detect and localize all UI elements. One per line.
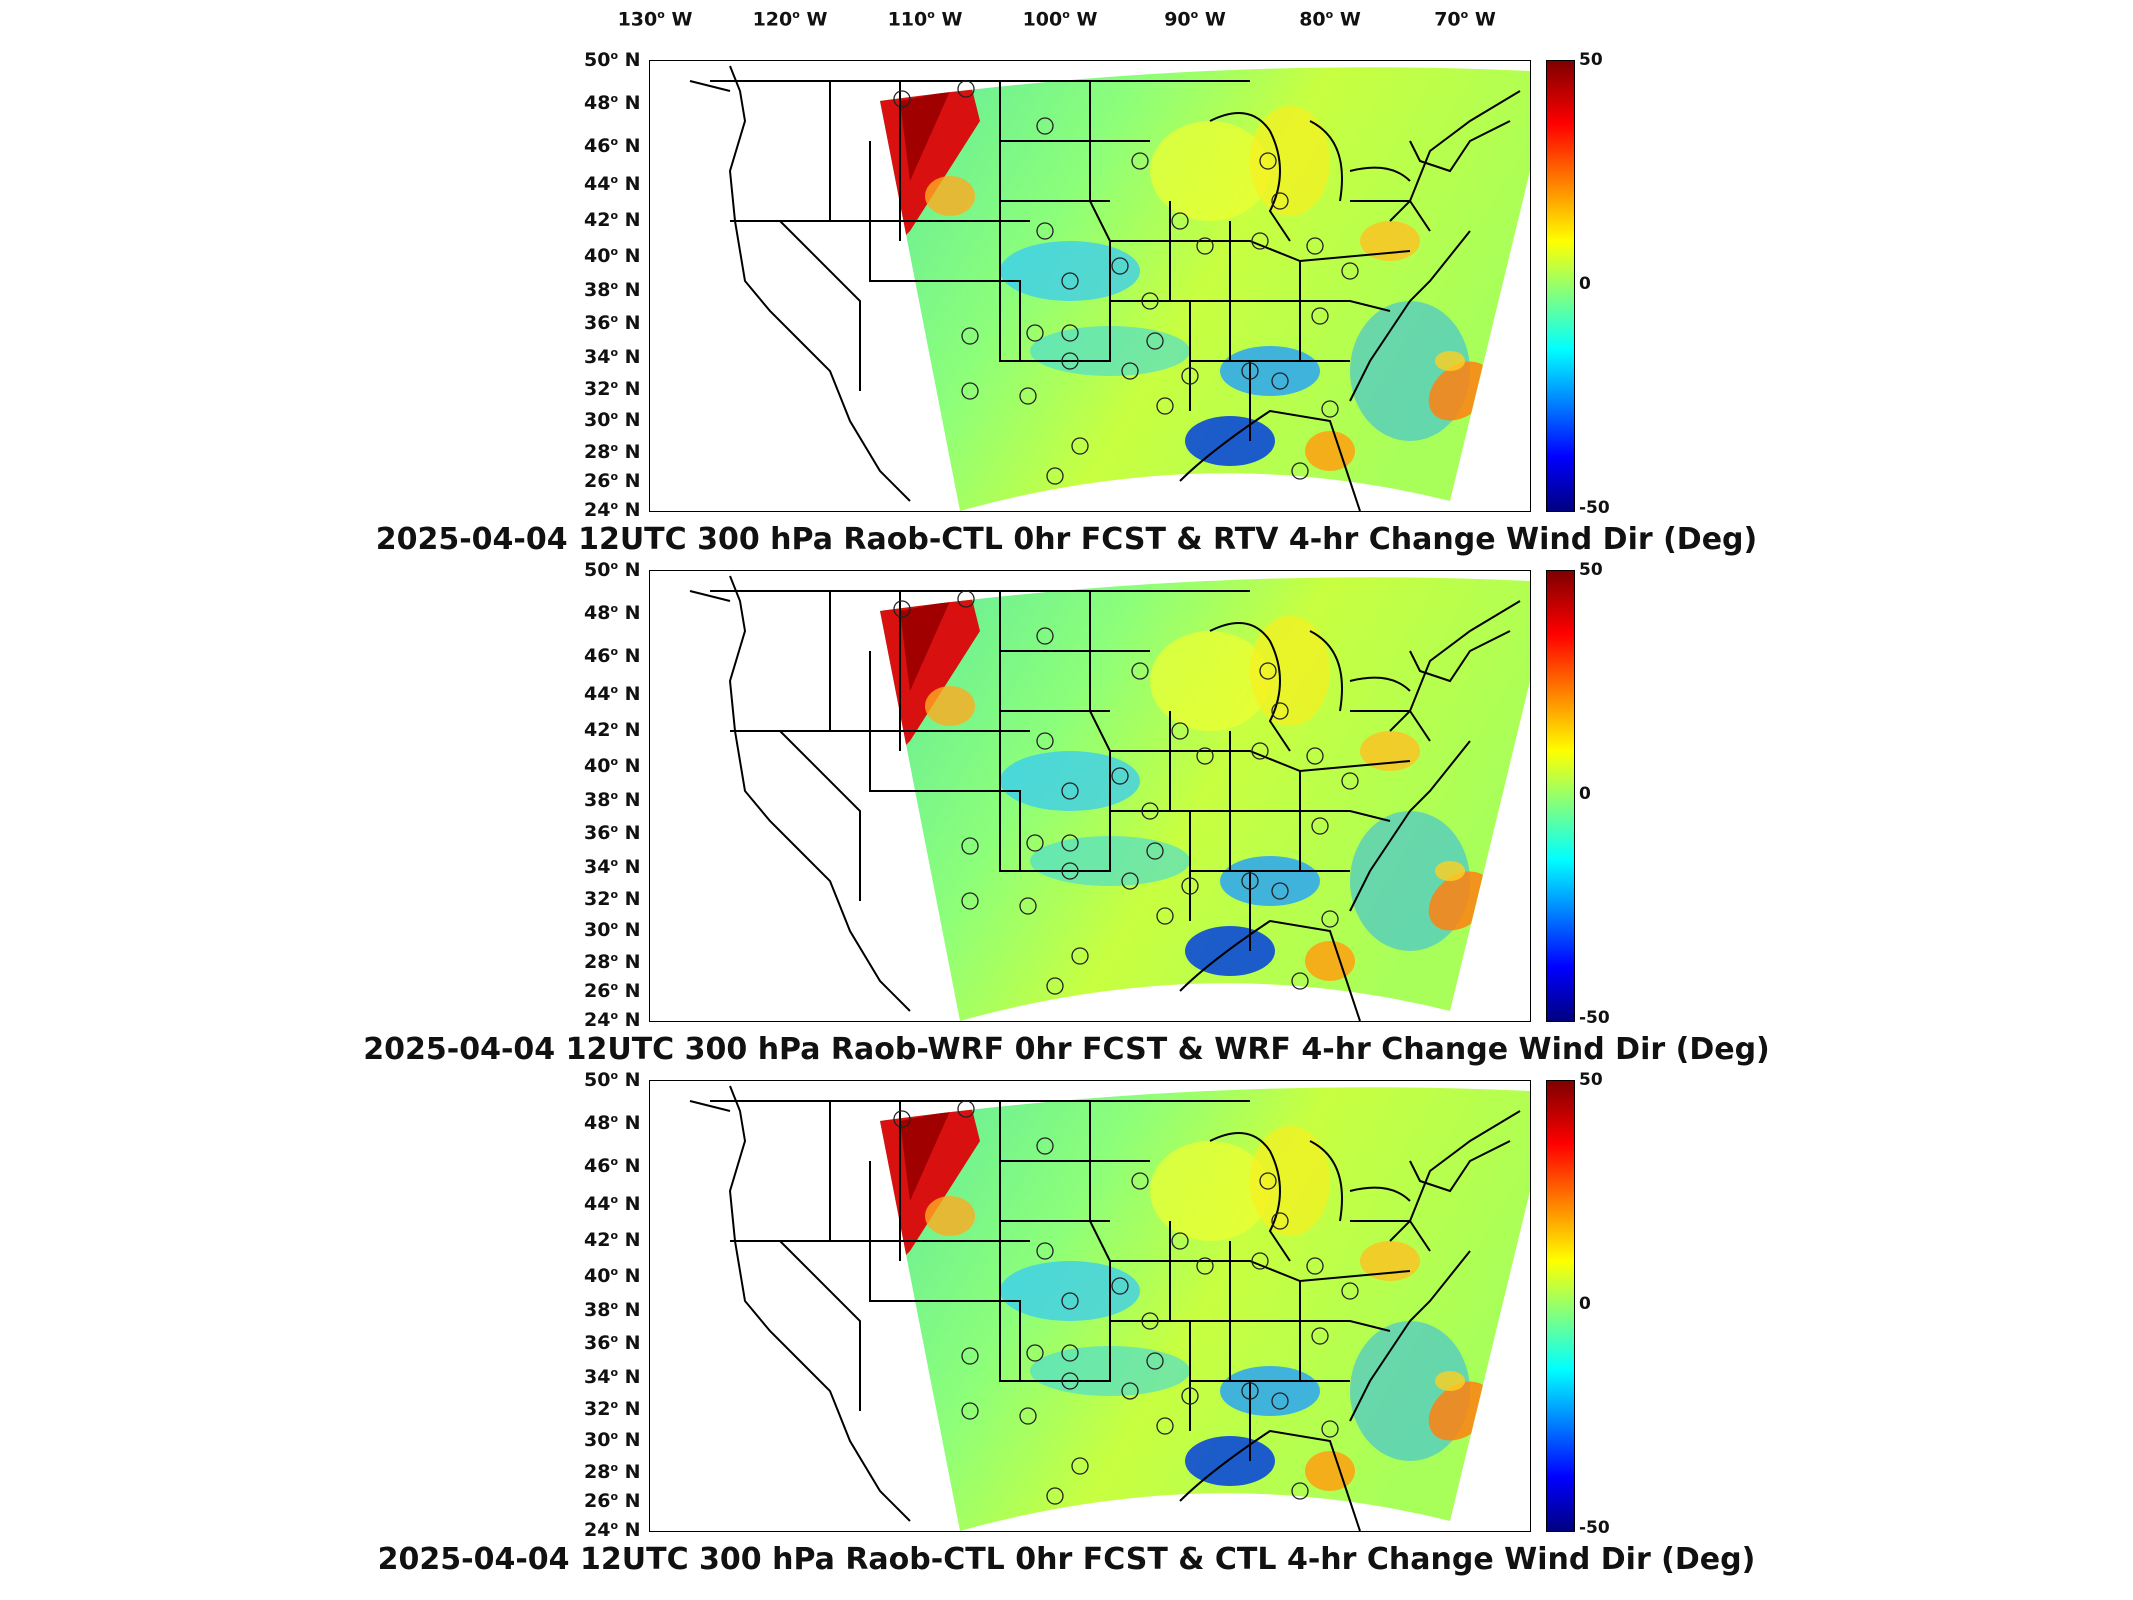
lon-label: 110o W bbox=[887, 8, 963, 31]
lat-label: 30o N bbox=[584, 918, 641, 942]
panel-title: 2025-04-04 12UTC 300 hPa Raob-WRF 0hr FC… bbox=[363, 1032, 1770, 1067]
lon-label: 100o W bbox=[1022, 8, 1098, 31]
colorbar-max-label: 50 bbox=[1579, 50, 1603, 70]
lat-label: 38o N bbox=[584, 278, 641, 301]
panel-title: 2025-04-04 12UTC 300 hPa Raob-CTL 0hr FC… bbox=[377, 1542, 1756, 1577]
colorbar-min-label: -50 bbox=[1579, 1518, 1610, 1538]
lon-label: 80o W bbox=[1299, 8, 1361, 31]
colorbar-max-label: 50 bbox=[1579, 560, 1603, 580]
lat-label: 48o N bbox=[584, 601, 641, 624]
wind-dir-map bbox=[689, 575, 1530, 1021]
lat-label: 46o N bbox=[584, 134, 641, 157]
coastline-and-borders bbox=[689, 575, 1521, 1021]
lat-label: 26o N bbox=[584, 979, 641, 1002]
lat-label: 50o N bbox=[584, 1068, 641, 1092]
lat-label: 42o N bbox=[584, 1228, 641, 1251]
lat-label: 40o N bbox=[584, 754, 641, 777]
coastline-and-borders bbox=[689, 65, 1521, 511]
lat-label: 50o N bbox=[584, 48, 641, 72]
lat-label: 46o N bbox=[584, 644, 641, 667]
lat-label: 40o N bbox=[584, 1264, 641, 1287]
lat-label: 44o N bbox=[584, 172, 641, 195]
lat-label: 32o N bbox=[584, 1397, 641, 1420]
lat-label: 26o N bbox=[584, 469, 641, 492]
colorbar-mid-label: 0 bbox=[1579, 274, 1591, 294]
lat-label: 32o N bbox=[584, 377, 641, 400]
lat-label: 36o N bbox=[584, 822, 641, 845]
lat-label: 38o N bbox=[584, 1298, 641, 1321]
lon-label: 130o W bbox=[617, 8, 693, 31]
colorbar-min-label: -50 bbox=[1579, 498, 1610, 518]
lat-label: 38o N bbox=[584, 788, 641, 811]
raob-station-markers bbox=[893, 80, 1359, 485]
raob-station-markers bbox=[893, 590, 1359, 995]
coastline-and-borders bbox=[689, 1085, 1521, 1531]
longitude-axis: 130o W 120o W 110o W 100o W 90o W 80o W … bbox=[0, 0, 2133, 40]
lat-label: 24o N bbox=[584, 1518, 641, 1542]
map-frame bbox=[649, 1080, 1531, 1532]
lat-label: 34o N bbox=[584, 1365, 641, 1389]
map-frame bbox=[649, 570, 1531, 1022]
lat-label: 42o N bbox=[584, 718, 641, 741]
lat-label: 30o N bbox=[584, 1428, 641, 1452]
colorbar-mid-label: 0 bbox=[1579, 1294, 1591, 1314]
lat-label: 28o N bbox=[584, 950, 641, 973]
lat-label: 48o N bbox=[584, 1111, 641, 1134]
lon-label: 90o W bbox=[1164, 8, 1226, 31]
lat-label: 50o N bbox=[584, 558, 641, 582]
lat-label: 44o N bbox=[584, 1192, 641, 1215]
lat-label: 36o N bbox=[584, 1332, 641, 1355]
map-frame bbox=[649, 60, 1531, 512]
lat-label: 44o N bbox=[584, 682, 641, 705]
wind-dir-map bbox=[689, 1085, 1530, 1531]
colorbar-min-label: -50 bbox=[1579, 1008, 1610, 1028]
raob-station-markers bbox=[893, 1100, 1359, 1505]
panel-title: 2025-04-04 12UTC 300 hPa Raob-CTL 0hr FC… bbox=[375, 522, 1758, 557]
colorbar bbox=[1546, 60, 1575, 512]
colorbar bbox=[1546, 1080, 1575, 1532]
lat-label: 24o N bbox=[584, 1008, 641, 1032]
colorbar-max-label: 50 bbox=[1579, 1070, 1603, 1090]
lon-label: 120o W bbox=[752, 8, 828, 31]
lat-label: 32o N bbox=[584, 887, 641, 910]
lat-label: 40o N bbox=[584, 244, 641, 267]
lat-label: 34o N bbox=[584, 855, 641, 879]
colorbar-mid-label: 0 bbox=[1579, 784, 1591, 804]
lat-label: 28o N bbox=[584, 1460, 641, 1483]
lon-label: 70o W bbox=[1434, 8, 1496, 31]
lat-label: 42o N bbox=[584, 208, 641, 231]
wind-dir-map bbox=[689, 65, 1530, 511]
lat-label: 30o N bbox=[584, 408, 641, 432]
lat-label: 26o N bbox=[584, 1489, 641, 1512]
lat-label: 46o N bbox=[584, 1154, 641, 1177]
lat-label: 36o N bbox=[584, 312, 641, 335]
lat-label: 28o N bbox=[584, 440, 641, 463]
lat-label: 24o N bbox=[584, 498, 641, 522]
lat-label: 34o N bbox=[584, 345, 641, 369]
lat-label: 48o N bbox=[584, 91, 641, 114]
colorbar bbox=[1546, 570, 1575, 1022]
